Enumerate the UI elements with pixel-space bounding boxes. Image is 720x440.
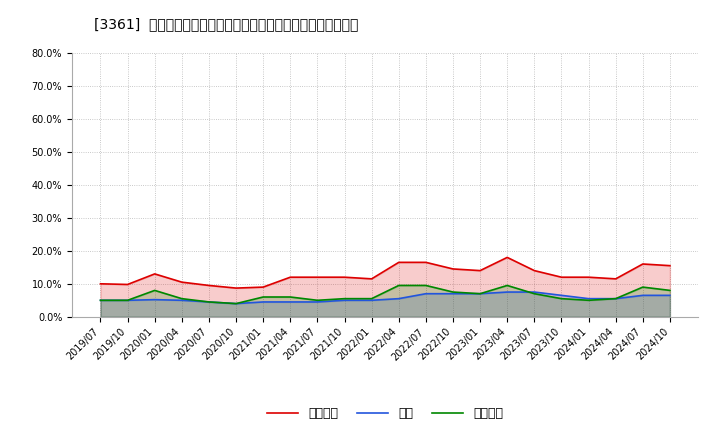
買入債務	[96, 297, 105, 303]
買入債務	[123, 297, 132, 303]
売上債権	[449, 266, 457, 271]
買入債務	[449, 290, 457, 295]
売上債権	[178, 279, 186, 285]
在庫	[503, 290, 511, 295]
在庫	[449, 291, 457, 297]
買入債務	[286, 294, 294, 300]
在庫	[313, 299, 322, 304]
買入債務	[150, 288, 159, 293]
売上債権	[367, 276, 376, 282]
在庫	[259, 299, 268, 304]
在庫	[584, 296, 593, 301]
買入債務	[341, 296, 349, 301]
在庫	[96, 297, 105, 303]
買入債務	[639, 284, 647, 290]
売上債権	[150, 271, 159, 276]
売上債権	[341, 275, 349, 280]
在庫	[530, 290, 539, 295]
売上債権	[476, 268, 485, 273]
買入債務	[204, 299, 213, 304]
買入債務	[503, 283, 511, 288]
売上債権	[313, 275, 322, 280]
買入債務	[584, 297, 593, 303]
買入債務	[313, 297, 322, 303]
買入債務	[232, 301, 240, 306]
在庫	[204, 299, 213, 304]
売上債権	[639, 261, 647, 267]
買入債務	[259, 294, 268, 300]
在庫	[150, 297, 159, 302]
売上債権	[204, 283, 213, 288]
買入債務	[665, 288, 674, 293]
在庫	[611, 296, 620, 301]
売上債権	[232, 286, 240, 291]
Line: 在庫: 在庫	[101, 292, 670, 304]
在庫	[421, 291, 430, 297]
買入債務	[557, 296, 566, 301]
売上債権	[421, 260, 430, 265]
在庫	[178, 297, 186, 303]
在庫	[557, 293, 566, 298]
買入債務	[178, 296, 186, 301]
在庫	[232, 301, 240, 306]
売上債権	[395, 260, 403, 265]
在庫	[665, 293, 674, 298]
Text: [3361]  売上債権、在庫、買入債務の総資産に対する比率の推移: [3361] 売上債権、在庫、買入債務の総資産に対する比率の推移	[94, 18, 358, 32]
在庫	[476, 291, 485, 297]
売上債権	[530, 268, 539, 273]
Legend: 売上債権, 在庫, 買入債務: 売上債権, 在庫, 買入債務	[262, 402, 508, 425]
売上債権	[503, 255, 511, 260]
売上債権	[286, 275, 294, 280]
在庫	[395, 296, 403, 301]
買入債務	[476, 291, 485, 297]
在庫	[123, 297, 132, 303]
売上債権	[96, 281, 105, 286]
売上債権	[665, 263, 674, 268]
在庫	[286, 299, 294, 304]
売上債権	[611, 276, 620, 282]
在庫	[367, 297, 376, 303]
買入債務	[611, 296, 620, 301]
売上債権	[259, 284, 268, 290]
買入債務	[421, 283, 430, 288]
売上債権	[584, 275, 593, 280]
売上債権	[123, 282, 132, 287]
買入債務	[530, 291, 539, 297]
買入債務	[395, 283, 403, 288]
在庫	[639, 293, 647, 298]
売上債権	[557, 275, 566, 280]
Line: 買入債務: 買入債務	[101, 286, 670, 304]
Line: 売上債権: 売上債権	[101, 257, 670, 288]
買入債務	[367, 296, 376, 301]
在庫	[341, 297, 349, 303]
